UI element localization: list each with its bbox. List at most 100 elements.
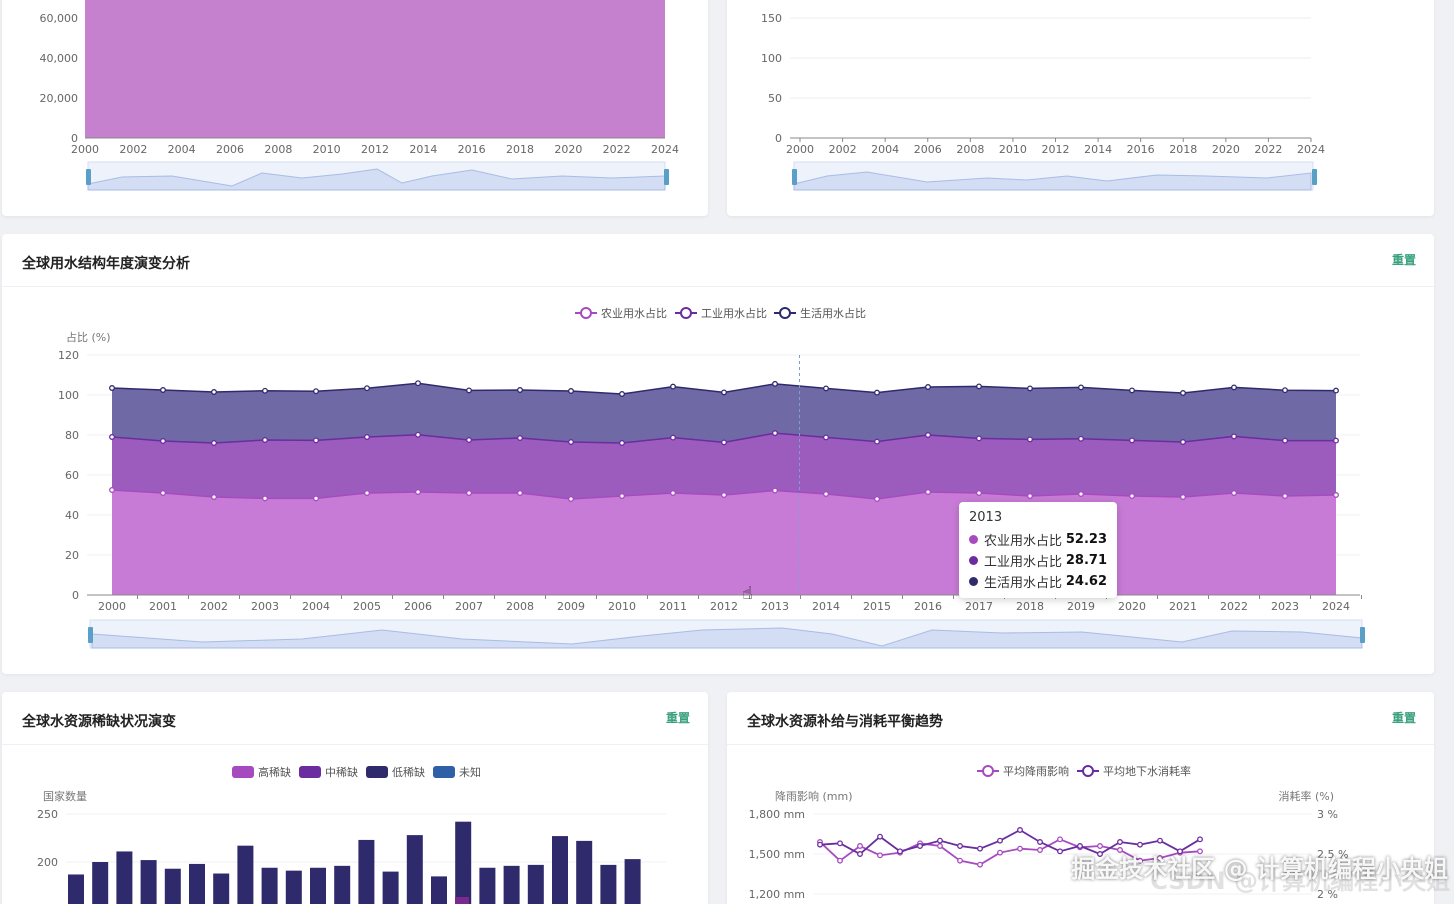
data-point bbox=[772, 487, 778, 494]
data-point bbox=[619, 493, 625, 499]
data-point bbox=[823, 434, 829, 441]
legend-item[interactable]: 工业用水占比 bbox=[675, 306, 767, 320]
x-tick-label: 2002 bbox=[119, 143, 147, 156]
y-tick-label: 50 bbox=[768, 92, 782, 105]
data-point bbox=[109, 434, 115, 440]
x-tick-label: 2015 bbox=[863, 600, 891, 613]
x-tick-label: 2016 bbox=[914, 600, 942, 613]
card-divider bbox=[727, 744, 1434, 745]
legend-item[interactable]: 农业用水占比 bbox=[575, 306, 667, 320]
x-tick-label: 2003 bbox=[251, 600, 279, 613]
x-tick-label: 2021 bbox=[1169, 600, 1197, 613]
data-point bbox=[1129, 437, 1135, 444]
data-point bbox=[160, 490, 166, 496]
y-axis-name: 占比 (%) bbox=[66, 330, 111, 344]
x-tick-label: 2013 bbox=[761, 600, 789, 613]
data-point bbox=[837, 840, 843, 847]
zoom-handle-left[interactable] bbox=[88, 627, 93, 643]
data-point bbox=[897, 848, 903, 855]
legend-item[interactable]: 高稀缺 bbox=[232, 765, 291, 779]
legend-item[interactable]: 生活用水占比 bbox=[774, 306, 866, 320]
data-point bbox=[877, 833, 883, 840]
data-point bbox=[1078, 491, 1084, 497]
watermark-csdn: CSDN @计算机编程小央姐 bbox=[1150, 867, 1450, 895]
x-tick-label: 2018 bbox=[1169, 143, 1197, 156]
x-tick-label: 2022 bbox=[1220, 600, 1248, 613]
x-tick-label: 2002 bbox=[829, 143, 857, 156]
y2-tick-label: 3 % bbox=[1317, 808, 1338, 821]
data-point bbox=[415, 380, 421, 387]
zoom-sparkline bbox=[793, 171, 1312, 191]
data-point bbox=[1117, 839, 1123, 845]
legend-item[interactable]: 低稀缺 bbox=[366, 765, 425, 779]
data-point bbox=[109, 487, 115, 493]
balance-reset-button[interactable]: 重置 bbox=[1391, 711, 1416, 725]
x-tick-label: 2018 bbox=[506, 143, 534, 156]
legend-item[interactable]: 平均地下水消耗率 bbox=[1077, 764, 1191, 778]
zoom-handle-left bbox=[792, 169, 797, 185]
top-right-card: 150 100 50 0 2000 2002 2004 2006 2008 2010 2012 201… bbox=[727, 0, 1434, 216]
data-point bbox=[823, 491, 829, 497]
x-tick-label: 2017 bbox=[965, 600, 993, 613]
y-tick-label: 100 bbox=[58, 389, 79, 402]
data-point bbox=[109, 385, 115, 391]
data-point bbox=[364, 434, 370, 440]
legend-marker bbox=[1082, 765, 1094, 777]
data-point bbox=[1078, 435, 1084, 442]
data-point bbox=[1027, 385, 1033, 392]
x-tick-label: 2014 bbox=[1084, 143, 1112, 156]
tooltip-dot bbox=[969, 535, 978, 544]
scarcity-reset-button[interactable]: 重置 bbox=[665, 711, 690, 725]
bar bbox=[576, 840, 593, 904]
water-structure-reset-button[interactable]: 重置 bbox=[1391, 253, 1416, 267]
bar bbox=[116, 851, 133, 904]
legend-label: 中稀缺 bbox=[325, 765, 358, 779]
data-point bbox=[1057, 848, 1063, 855]
x-tick-label: 2006 bbox=[216, 143, 244, 156]
data-point bbox=[262, 437, 268, 443]
x-tick-label: 2012 bbox=[1042, 143, 1070, 156]
x-tick-label: 2006 bbox=[914, 143, 942, 156]
legend-item[interactable]: 未知 bbox=[433, 765, 481, 779]
y-tick-label: 0 bbox=[775, 132, 782, 145]
data-point bbox=[1077, 843, 1083, 849]
data-point bbox=[1129, 387, 1135, 394]
tooltip-row: 工业用水占比 28.71 bbox=[969, 550, 1107, 571]
tooltip-row: 农业用水占比 52.23 bbox=[969, 529, 1107, 550]
bar bbox=[527, 864, 544, 904]
data-point bbox=[262, 495, 268, 502]
bar bbox=[310, 867, 326, 904]
data-point bbox=[877, 852, 883, 859]
data-point bbox=[1231, 490, 1237, 496]
legend-item[interactable]: 平均降雨影响 bbox=[977, 764, 1069, 778]
data-point bbox=[772, 430, 778, 437]
bar bbox=[358, 839, 375, 904]
data-point bbox=[415, 431, 421, 438]
legend-marker bbox=[779, 307, 791, 319]
data-point bbox=[160, 387, 166, 393]
y-tick-label: 1,500 mm bbox=[749, 848, 805, 861]
bar bbox=[624, 859, 641, 904]
legend-item[interactable]: 中稀缺 bbox=[299, 765, 358, 779]
y-axis-name: 降雨影响 (mm) bbox=[775, 789, 853, 803]
data-point bbox=[1057, 836, 1063, 843]
data-point bbox=[466, 437, 472, 443]
data-point bbox=[1097, 843, 1103, 849]
zoom-handle-right[interactable] bbox=[1360, 627, 1365, 643]
x-tick-label: 2022 bbox=[1254, 143, 1282, 156]
data-point bbox=[1282, 387, 1288, 394]
x-tick-label: 2008 bbox=[264, 143, 292, 156]
area-band-1 bbox=[112, 490, 1336, 595]
data-point bbox=[1333, 387, 1339, 394]
bar bbox=[479, 867, 496, 904]
data-point bbox=[857, 851, 863, 857]
series-line-1 bbox=[819, 838, 1201, 866]
y2-axis-name: 消耗率 (%) bbox=[1278, 789, 1334, 803]
data-point bbox=[568, 439, 574, 445]
data-point bbox=[874, 389, 880, 396]
data-point bbox=[1157, 855, 1163, 861]
x-tick-label: 2014 bbox=[409, 143, 437, 156]
